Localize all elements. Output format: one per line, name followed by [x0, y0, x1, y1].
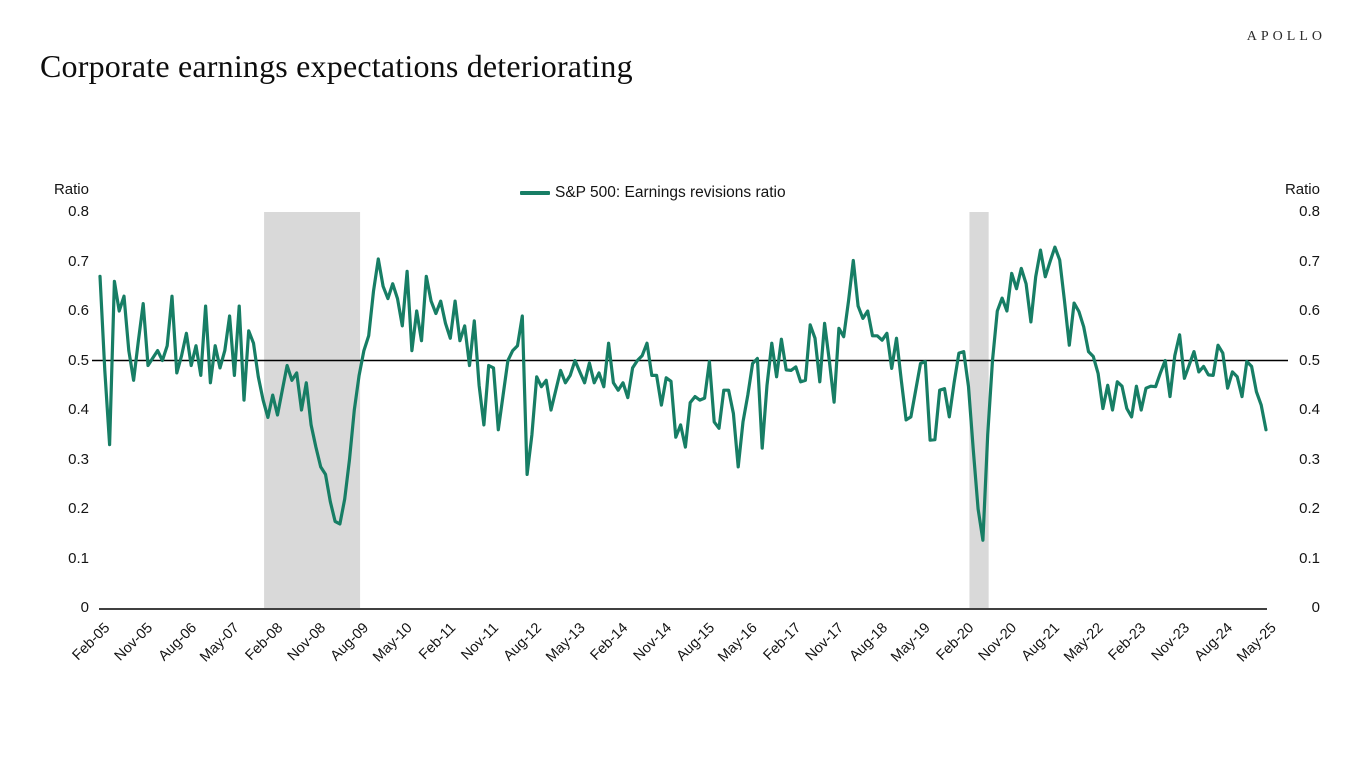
y-tick-label-left: 0.2 — [68, 500, 89, 517]
y-tick-label-right: 0.2 — [1299, 500, 1320, 517]
y-tick-label-right: 0.3 — [1299, 450, 1320, 468]
y-tick-label-left: 0 — [80, 599, 89, 616]
recession-band — [264, 212, 361, 608]
series-line — [98, 245, 1268, 542]
legend-line-swatch — [520, 191, 550, 195]
y-tick-label-left: 0.5 — [68, 351, 89, 369]
y-tick-label-left: 0.1 — [68, 549, 89, 567]
y-tick-label-right: 0.5 — [1299, 351, 1320, 369]
legend-label: S&P 500: Earnings revisions ratio — [555, 184, 786, 201]
right-axis-title: Ratio — [1284, 181, 1320, 198]
apollo-logo: APOLLO — [1246, 29, 1326, 44]
y-tick-label-left: 0.6 — [68, 302, 89, 319]
left-axis-title: Ratio — [53, 181, 89, 198]
y-tick-label-left: 0.4 — [68, 401, 89, 418]
y-tick-label-left: 0.3 — [68, 450, 89, 468]
chart-legend: S&P 500: Earnings revisions ratio — [520, 184, 786, 202]
y-tick-label-left: 0.7 — [68, 252, 89, 270]
page-title: Corporate earnings expectations deterior… — [40, 48, 633, 84]
y-tick-label-right: 0 — [1311, 599, 1320, 616]
y-tick-label-left: 0.8 — [68, 203, 89, 220]
y-tick-label-right: 0.7 — [1299, 252, 1320, 270]
y-tick-label-right: 0.8 — [1299, 203, 1320, 220]
y-tick-label-right: 0.6 — [1299, 302, 1320, 319]
recession-band — [969, 212, 989, 608]
y-tick-label-right: 0.4 — [1299, 401, 1320, 418]
y-tick-label-right: 0.1 — [1299, 549, 1320, 567]
